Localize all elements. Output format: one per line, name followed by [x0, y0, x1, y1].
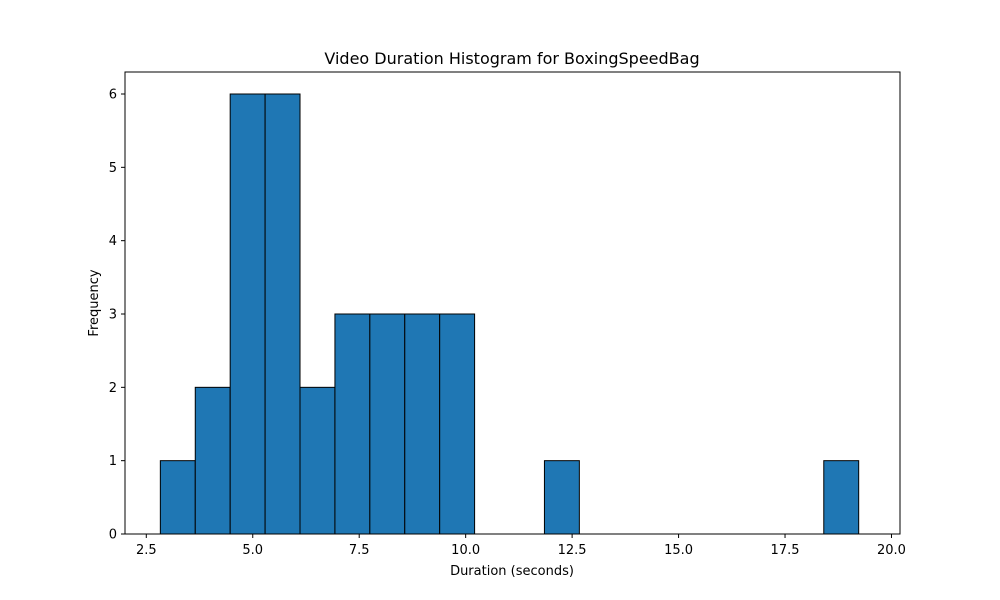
- histogram-bar: [334, 313, 371, 535]
- y-tick-label: 2: [109, 381, 117, 396]
- x-tick-label: 12.5: [558, 543, 587, 558]
- histogram-bar: [229, 93, 266, 535]
- x-tick-label: 2.5: [136, 543, 157, 558]
- x-tick-label: 5.0: [242, 543, 263, 558]
- x-tick-label: 15.0: [664, 543, 693, 558]
- x-tick-label: 17.5: [771, 543, 800, 558]
- histogram-bar: [543, 460, 580, 535]
- x-axis-ticks: 2.5 5.0 7.5 10.0 12.5 15.0 17.5 20.0: [136, 534, 906, 558]
- histogram-bar: [159, 460, 196, 535]
- histogram-bar: [194, 386, 231, 535]
- y-axis-ticks: 0 1 2 3 4 5 6: [109, 88, 125, 543]
- y-axis-label: Frequency: [87, 269, 102, 336]
- bars-group: [159, 93, 860, 535]
- y-tick-label: 1: [109, 454, 117, 469]
- y-tick-label: 6: [109, 88, 117, 103]
- histogram-bar: [299, 386, 336, 535]
- plot-frame: [124, 71, 901, 535]
- histogram-bar: [404, 313, 441, 535]
- y-tick-label: 4: [109, 234, 117, 249]
- chart-title: Video Duration Histogram for BoxingSpeed…: [324, 49, 699, 68]
- histogram-bar: [439, 313, 476, 535]
- histogram-bar: [369, 313, 406, 535]
- histogram-bar: [264, 93, 301, 535]
- histogram-bar: [823, 460, 860, 535]
- x-tick-label: 7.5: [349, 543, 370, 558]
- x-tick-label: 10.0: [451, 543, 480, 558]
- x-axis-label: Duration (seconds): [450, 564, 574, 579]
- y-tick-label: 3: [109, 308, 117, 323]
- x-tick-label: 20.0: [877, 543, 906, 558]
- y-tick-label: 0: [109, 528, 117, 543]
- y-tick-label: 5: [109, 161, 117, 176]
